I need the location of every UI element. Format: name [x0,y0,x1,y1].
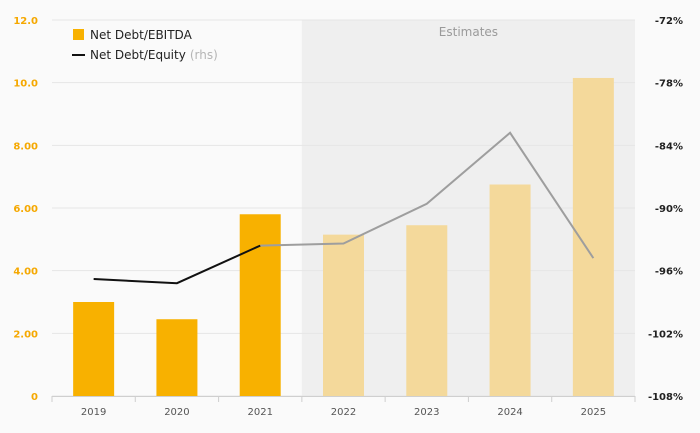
x-tick-label: 2025 [581,407,606,418]
right-tick-label: -108% [648,392,683,403]
left-tick-label: 0 [31,392,38,403]
left-tick-label: 12.0 [13,16,38,27]
right-tick-label: -84% [655,141,683,152]
legend-label-bar: Net Debt/EBITDA [90,28,193,42]
left-tick-label: 8.00 [13,141,38,152]
right-tick-label: -78% [655,79,683,90]
right-tick-label: -72% [655,16,683,27]
right-tick-label: -90% [655,204,683,215]
x-axis: 2019 2020 2021 2022 2023 2024 2025 [51,396,636,418]
legend-swatch-bar [73,29,84,40]
x-tick-label: 2023 [414,407,439,418]
right-axis: -108% -102% -96% -90% -84% -78% -72% [648,16,683,403]
bar [73,302,115,396]
bars [73,77,614,396]
right-tick-label: -102% [648,329,683,340]
line-actual [93,244,261,285]
bar [239,214,281,396]
x-tick-label: 2019 [81,407,106,418]
x-tick-label: 2021 [247,407,272,418]
bar [323,234,364,396]
left-tick-label: 6.00 [13,204,38,215]
legend-label-line: Net Debt/Equity (rhs) [90,48,218,62]
bar [489,184,531,396]
left-tick-label: 2.00 [13,329,38,340]
right-tick-label: -96% [655,267,683,278]
bar [156,319,198,396]
line-estimate [260,131,595,259]
left-axis: 0 2.00 4.00 6.00 8.00 10.0 12.0 [13,16,38,403]
left-tick-label: 4.00 [13,267,38,278]
left-tick-label: 10.0 [13,79,38,90]
estimates-label: Estimates [439,25,498,39]
line-series [93,131,595,285]
x-tick-label: 2020 [164,407,189,418]
x-tick-label: 2024 [497,407,522,418]
legend: Net Debt/EBITDA Net Debt/Equity (rhs) [72,28,218,62]
x-tick-label: 2022 [331,407,356,418]
bar [406,225,448,396]
